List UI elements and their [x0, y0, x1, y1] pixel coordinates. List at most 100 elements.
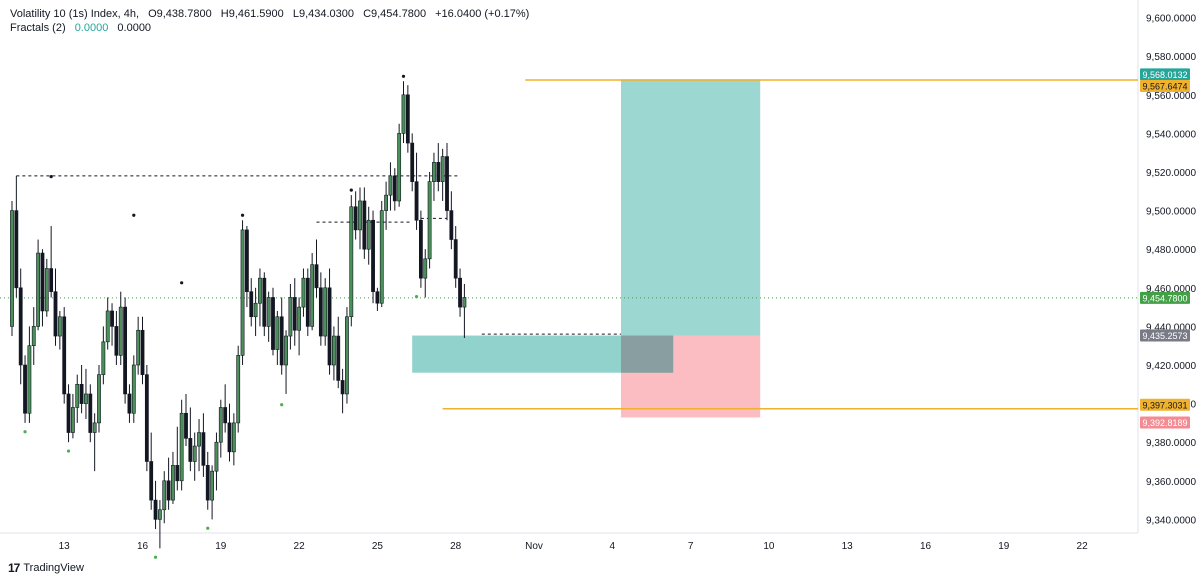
ohlc-low: L9,434.0300	[292, 8, 354, 20]
candle-bear	[414, 181, 419, 221]
candle-bear	[279, 316, 284, 366]
candle-bear	[175, 465, 180, 482]
price-label-hline: 9,567.6474	[1140, 80, 1190, 93]
grid	[0, 0, 1139, 534]
candle-bull	[97, 374, 101, 424]
candle-bull	[349, 206, 354, 318]
price-axis[interactable]: 9,600.0000 9,580.0000 9,560.0000 9,540.0000…	[1146, 14, 1196, 527]
symbol-legend[interactable]: Volatility 10 (1s) Index, 4h, O9,438.780…	[10, 8, 535, 20]
candle-bear	[449, 210, 454, 240]
candle-bear	[245, 229, 249, 292]
candle-bear	[62, 316, 67, 395]
fractal-up-dot	[401, 74, 406, 78]
candle-bear	[392, 175, 397, 202]
candles[interactable]	[10, 81, 467, 549]
candle-bull	[162, 480, 167, 511]
candle-bull	[192, 445, 197, 462]
candle-bear	[353, 206, 358, 231]
candle-bull	[423, 258, 428, 279]
fractal-up-dot	[180, 281, 184, 285]
ohlc-close: C9,454.7800	[363, 8, 427, 20]
candle-bear	[249, 291, 254, 318]
candle-bull	[310, 264, 315, 327]
candle-bear	[292, 297, 297, 331]
price-label-last: 9,454.7800	[1140, 291, 1190, 304]
candle-bull	[288, 297, 293, 337]
y-tick-label: 9,440.0000	[1146, 322, 1196, 333]
indicator-legend[interactable]: Fractals (2) 0.0000 0.0000	[10, 22, 157, 34]
candle-bull	[31, 326, 36, 346]
candle-bear	[418, 219, 423, 279]
candle-bear	[114, 326, 119, 356]
x-tick-label: Nov	[525, 541, 543, 552]
candle-bear	[79, 383, 84, 404]
fractal-up-dot	[132, 213, 136, 217]
candle-bull	[366, 219, 371, 250]
candle-bear	[53, 291, 58, 337]
price-label-bg	[1140, 291, 1190, 304]
candle-bull	[231, 422, 236, 453]
ohlc-open: O9,438.7800	[148, 8, 212, 20]
indicator-name[interactable]: Fractals (2)	[10, 22, 66, 34]
target-zone	[621, 79, 761, 336]
candle-bull	[331, 335, 336, 366]
y-tick-label: 9,460.0000	[1146, 284, 1196, 295]
price-label-text: 9,392.8189	[1142, 418, 1187, 428]
candle-bull	[253, 302, 258, 318]
time-axis[interactable]: 13 16 19 22 25 28 Nov 4 7 10 13 16 19 22	[59, 541, 1088, 552]
candle-bull	[36, 252, 41, 327]
y-tick-label: 9,600.0000	[1146, 14, 1196, 25]
candle-bull	[379, 210, 384, 304]
candle-bear	[23, 364, 27, 414]
candle-bear	[123, 306, 128, 395]
tradingview-logo-icon: 17	[8, 561, 20, 575]
candle-bull	[84, 393, 88, 404]
candle-bear	[40, 252, 45, 312]
x-tick-label: 16	[920, 541, 932, 552]
candle-bull	[75, 383, 80, 408]
candle-bear	[49, 268, 54, 292]
candle-bull	[397, 133, 402, 202]
candle-bull	[266, 297, 271, 327]
candle-bear	[371, 219, 375, 292]
fractal-down-dot	[153, 555, 158, 559]
y-tick-label: 9,500.0000	[1146, 207, 1196, 218]
fractal-down-dot	[280, 403, 284, 407]
candle-bear	[127, 393, 132, 414]
candle-bear	[314, 264, 319, 289]
candle-bull	[440, 156, 445, 182]
price-label-text: 9,568.0132	[1142, 70, 1187, 80]
fractal-down-dot	[66, 449, 71, 453]
candle-bear	[166, 480, 171, 501]
symbol-name[interactable]: Volatility 10 (1s) Index, 4h,	[10, 8, 140, 20]
candle-bull	[462, 297, 467, 308]
fractal-up-dot	[349, 188, 353, 192]
candle-bull	[197, 432, 201, 447]
candle-bear	[110, 310, 114, 327]
candle-bear	[362, 200, 367, 250]
x-tick-label: 13	[842, 541, 854, 552]
x-tick-label: 22	[1077, 541, 1089, 552]
candle-bear	[201, 432, 206, 466]
price-change: +16.0400 (+0.17%)	[435, 8, 530, 20]
x-tick-label: 25	[372, 541, 384, 552]
price-label-bg	[1140, 329, 1190, 342]
candle-bear	[223, 407, 228, 424]
price-label-stop: 9,392.8189	[1140, 416, 1190, 429]
candle-bear	[144, 374, 149, 462]
candle-bear	[18, 287, 23, 366]
x-tick-label: 28	[450, 541, 462, 552]
candle-bull	[432, 162, 436, 182]
candle-bull	[401, 94, 406, 134]
fractal-up-dot	[49, 175, 53, 179]
candle-bull	[71, 407, 75, 433]
candle-bull	[345, 316, 349, 395]
candle-bull	[240, 229, 245, 356]
price-label-entry: 9,435.2573	[1140, 329, 1190, 342]
candle-bull	[179, 412, 184, 482]
candle-bear	[336, 335, 341, 381]
footer-brand[interactable]: 17 TradingView	[8, 561, 84, 575]
indicator-value-2: 0.0000	[117, 22, 152, 34]
candle-bull	[171, 465, 175, 501]
